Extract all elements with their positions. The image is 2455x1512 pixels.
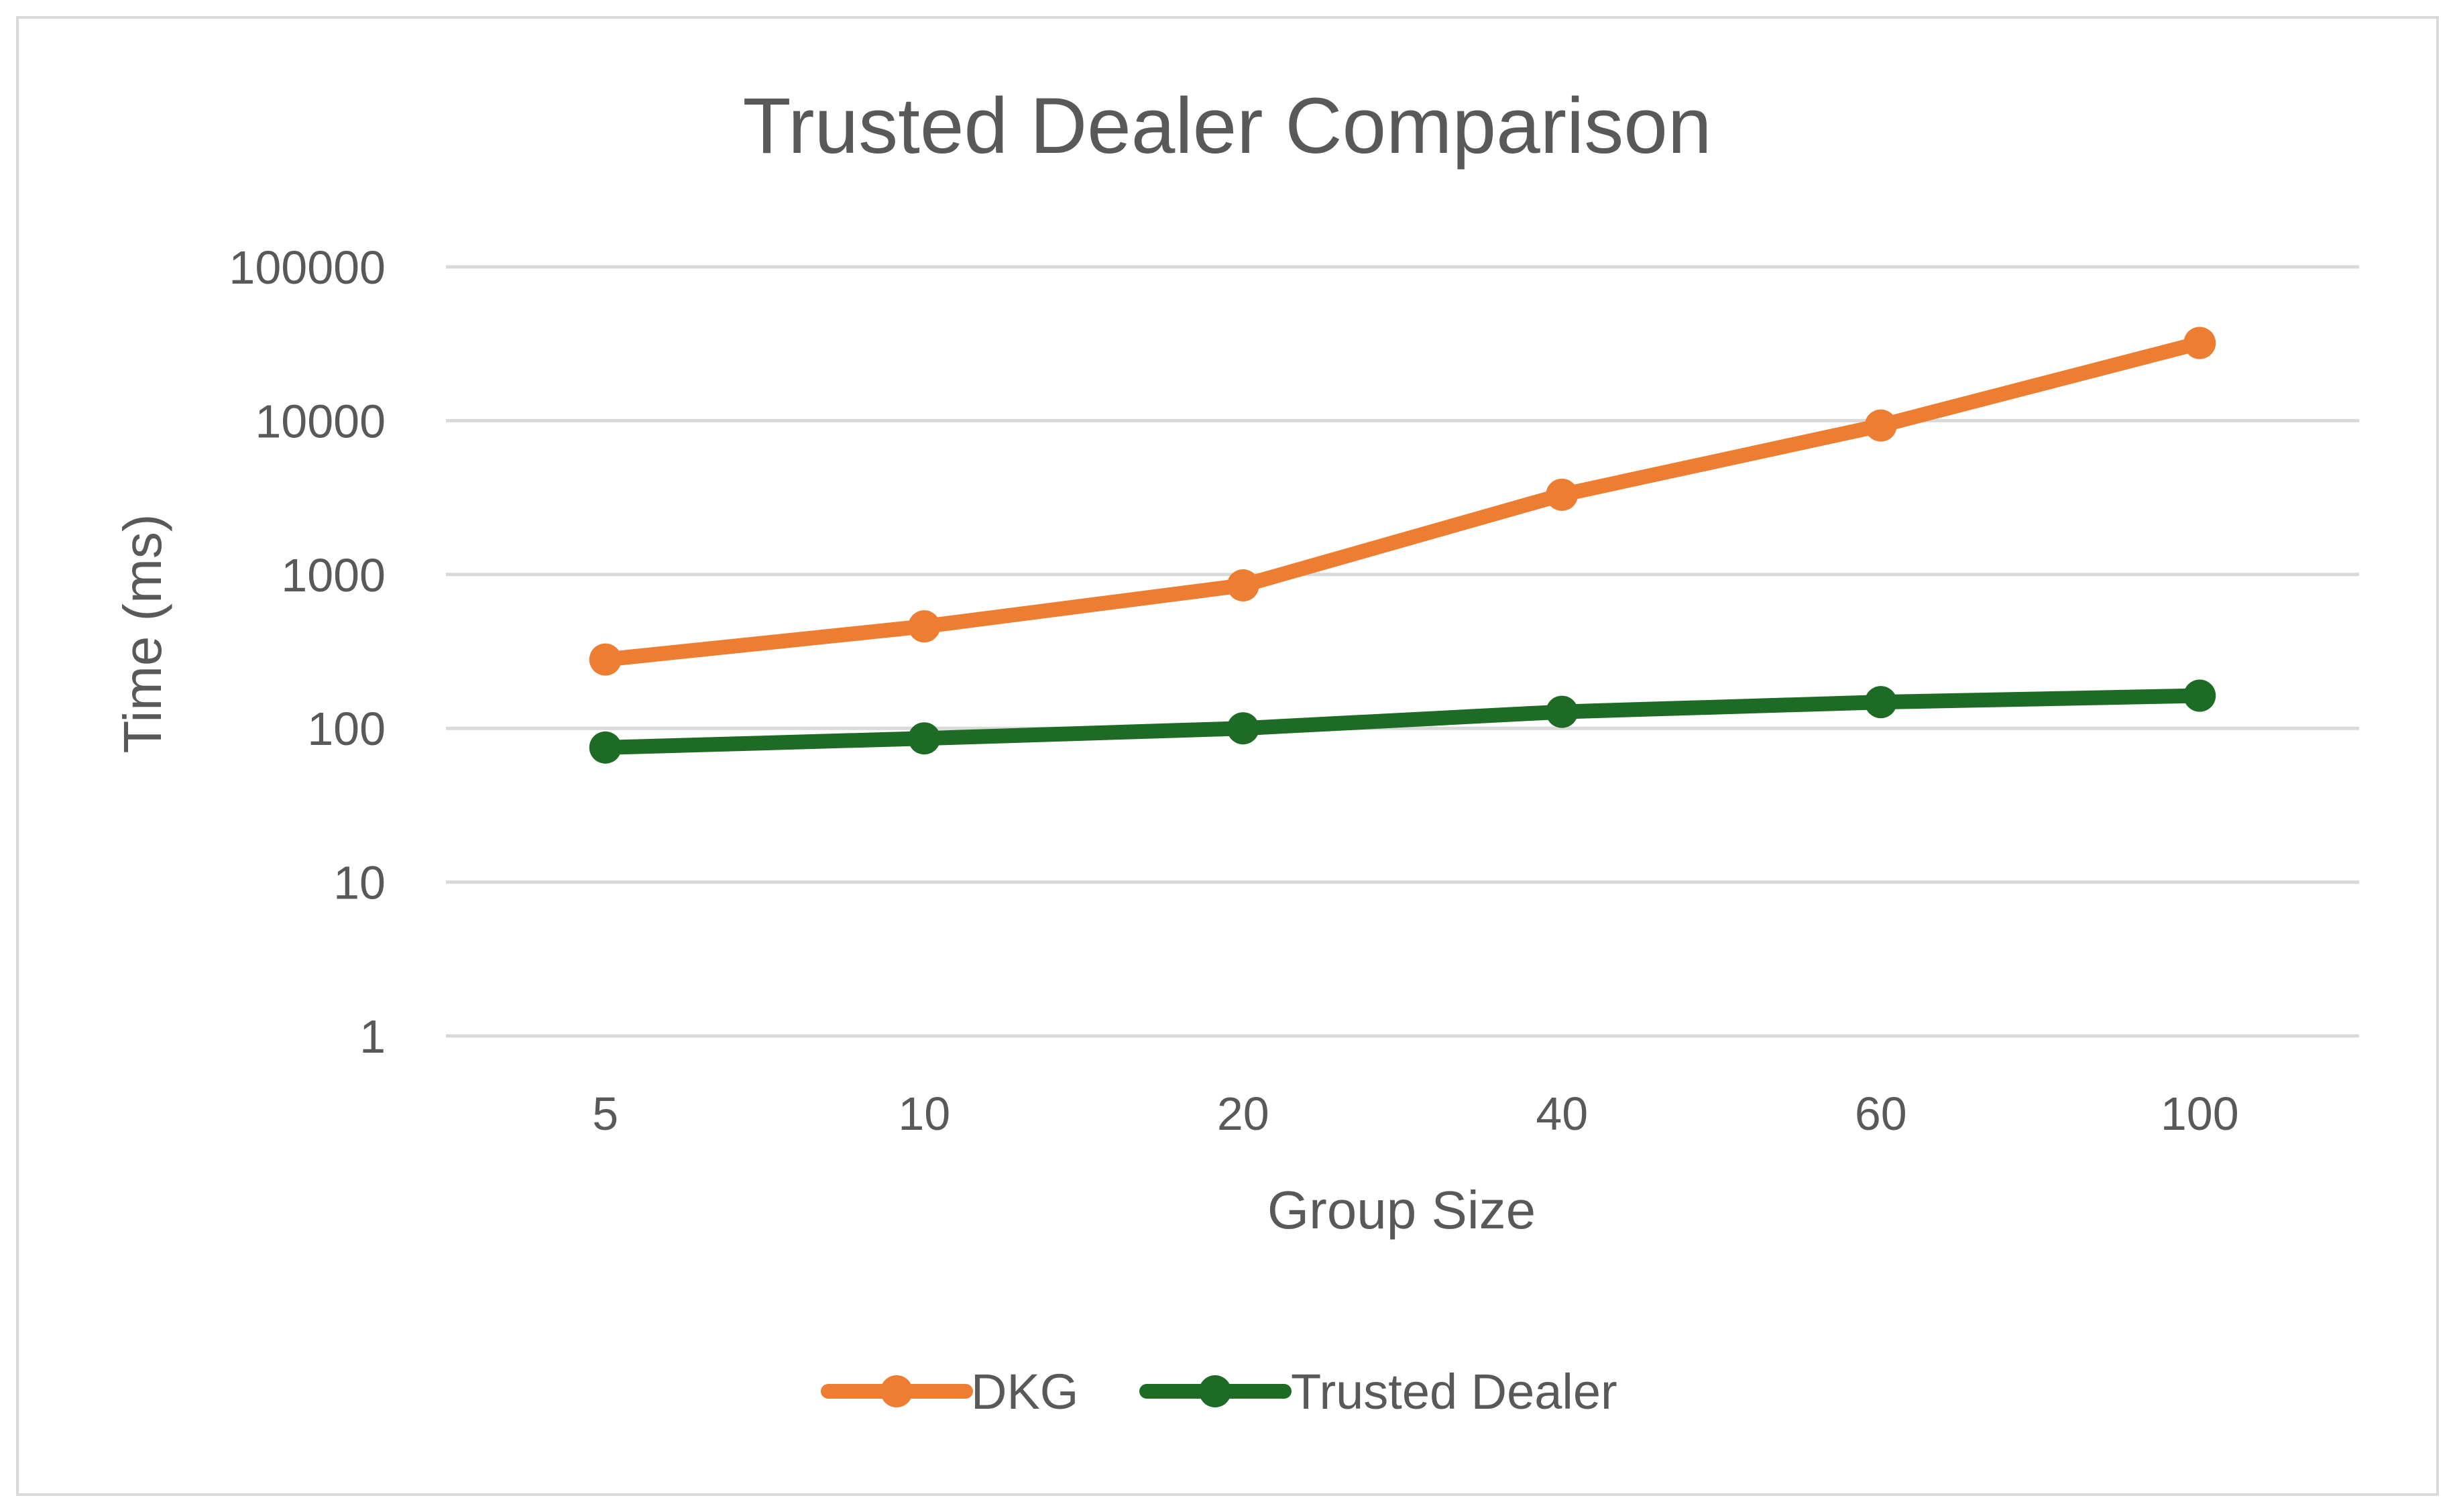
x-axis-label: Group Size — [1267, 1180, 1536, 1240]
chart-frame — [16, 16, 2439, 1496]
legend-item: DKG — [821, 1364, 1078, 1419]
series-trusted-dealer — [589, 679, 2216, 764]
legend-item: Trusted Dealer — [1139, 1364, 1617, 1419]
gridlines — [446, 265, 2359, 1038]
data-point — [2183, 327, 2216, 359]
data-point — [589, 731, 622, 764]
series-dkg — [589, 327, 2216, 676]
data-point — [1226, 712, 1259, 745]
legend: DKG Trusted Dealer — [821, 1364, 1617, 1419]
y-tick-label: 100000 — [229, 241, 386, 294]
data-point — [1546, 695, 1579, 728]
series-layer — [589, 327, 2216, 764]
series-line — [597, 688, 2208, 755]
chart-title: Trusted Dealer Comparison — [743, 82, 1712, 170]
legend-label: Trusted Dealer — [1291, 1364, 1617, 1419]
x-tick-label: 5 — [592, 1088, 618, 1140]
series-line — [597, 335, 2208, 667]
y-tick-label: 1 — [359, 1010, 386, 1063]
data-point — [589, 643, 622, 676]
data-point — [908, 722, 941, 755]
legend-marker — [1199, 1375, 1231, 1407]
y-axis-ticks: 1 10 100 1000 10000 100000 — [229, 241, 386, 1063]
x-tick-label: 40 — [1536, 1088, 1588, 1140]
y-tick-label: 10000 — [255, 395, 386, 447]
y-tick-label: 1000 — [281, 549, 386, 601]
data-point — [1864, 686, 1897, 719]
x-tick-label: 20 — [1217, 1088, 1269, 1140]
data-point — [1226, 569, 1259, 601]
x-tick-label: 100 — [2161, 1088, 2239, 1140]
data-point — [1546, 478, 1579, 511]
legend-label: DKG — [971, 1364, 1078, 1419]
legend-marker — [880, 1375, 913, 1407]
x-tick-label: 60 — [1855, 1088, 1907, 1140]
y-axis-label: Time (ms) — [113, 514, 172, 754]
data-point — [908, 610, 941, 643]
y-tick-label: 100 — [307, 703, 386, 755]
data-point — [1864, 409, 1897, 442]
x-axis-ticks: 5 10 20 40 60 100 — [592, 1088, 2238, 1140]
y-tick-label: 10 — [333, 857, 386, 909]
data-point — [2183, 679, 2216, 712]
x-tick-label: 10 — [898, 1088, 950, 1140]
